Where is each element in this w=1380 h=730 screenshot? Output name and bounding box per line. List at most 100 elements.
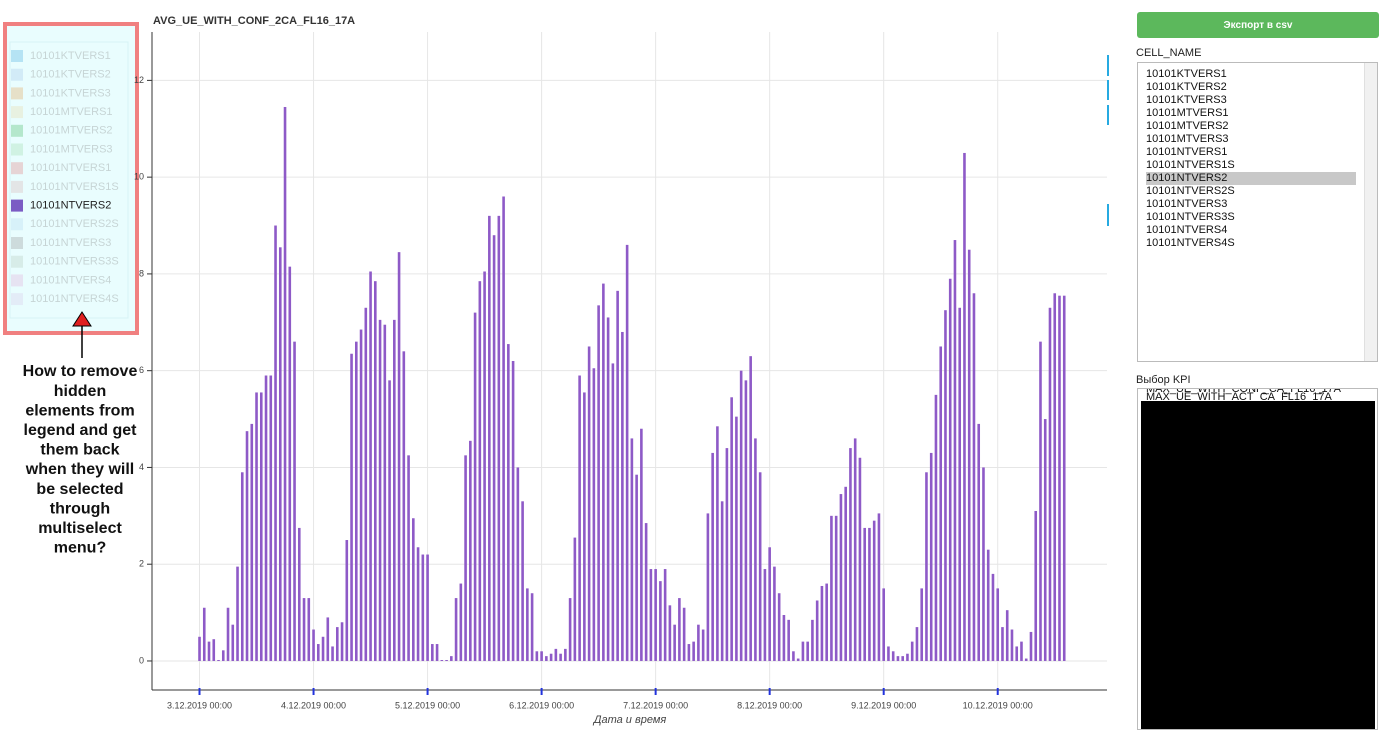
legend-item[interactable]: 10101MTVERS1 [11, 106, 113, 119]
bar [953, 240, 957, 661]
cell-option[interactable]: 10101NTVERS1S [1146, 159, 1235, 171]
cell-option[interactable]: 10101MTVERS3 [1146, 133, 1229, 145]
bar [1005, 610, 1009, 661]
bar [431, 644, 434, 661]
cell-option[interactable]: 10101NTVERS1 [1146, 146, 1228, 158]
bar [777, 593, 781, 661]
kpi-option[interactable]: MAX_UE_WITH_ACT_CA_FL16_17A [1146, 391, 1332, 403]
legend-item[interactable]: 10101NTVERS1 [11, 162, 111, 175]
scrollbar[interactable] [1364, 63, 1377, 361]
cell-option[interactable]: 10101NTVERS4S [1146, 237, 1235, 249]
legend-item[interactable]: 10101NTVERS2 [11, 200, 111, 212]
y-tick-label: 0 [139, 655, 144, 665]
cell-option[interactable]: 10101NTVERS3S [1146, 211, 1235, 223]
bar [1058, 295, 1061, 661]
bar [682, 607, 686, 661]
bar [706, 513, 710, 661]
annotation-text: menu? [54, 540, 106, 557]
legend-box [3, 22, 139, 335]
legend-label: 10101NTVERS2 [30, 200, 111, 212]
bar [716, 426, 719, 661]
bar [673, 624, 676, 661]
bar [839, 494, 843, 661]
legend-item[interactable]: 10101MTVERS2 [11, 125, 113, 137]
cell-multiselect[interactable]: 10101KTVERS1 10101KTVERS2 10101KTVERS3 1010… [1137, 62, 1378, 362]
bar [412, 518, 415, 661]
legend-frame [9, 41, 129, 319]
bar [497, 215, 501, 661]
bar [1062, 295, 1066, 661]
bar [630, 438, 634, 661]
annotation-text: through [50, 500, 110, 517]
cell-option[interactable]: 10101KTVERS1 [1146, 68, 1227, 80]
bar [378, 319, 382, 661]
legend-item[interactable]: 10101NTVERS4 [11, 274, 111, 287]
legend-swatch [11, 124, 23, 137]
y-tick-label: 8 [139, 268, 144, 278]
bar [1048, 307, 1052, 661]
bar [359, 329, 363, 661]
bar [302, 598, 306, 661]
cell-option[interactable]: 10101NTVERS2 [1146, 172, 1356, 185]
legend-label: 10101KTVERS3 [30, 87, 111, 99]
cell-option[interactable]: 10101MTVERS1 [1146, 107, 1229, 119]
bar [297, 527, 301, 661]
bar [844, 486, 847, 661]
annotation-text: be selected [36, 481, 123, 498]
bar [891, 651, 895, 661]
bar [815, 600, 819, 661]
bar [806, 641, 809, 661]
cell-option[interactable]: 10101KTVERS2 [1146, 81, 1227, 93]
legend-item[interactable]: 10101NTVERS3S [11, 256, 119, 268]
annotation-text: How to remove [23, 363, 138, 380]
bar [640, 428, 643, 661]
bar [644, 523, 648, 661]
bar [549, 653, 553, 661]
bar [853, 438, 857, 661]
bar [692, 641, 695, 661]
legend-item[interactable]: 10101NTVERS3 [11, 237, 111, 249]
legend-item[interactable]: 10101MTVERS3 [11, 143, 113, 156]
bar [202, 607, 206, 661]
bar [906, 653, 909, 661]
legend-item[interactable]: 10101KTVERS2 [11, 69, 111, 81]
bar [573, 537, 577, 661]
bar [849, 448, 852, 661]
bar [991, 573, 995, 661]
cell-option[interactable]: 10101NTVERS3 [1146, 198, 1228, 210]
bar [948, 278, 952, 661]
kpi-option[interactable]: MAX_UE_WITH_CONF_CA_FL16_17A [1146, 388, 1342, 395]
bar [345, 540, 349, 661]
legend-swatch [11, 199, 23, 212]
kpi-select[interactable]: MAX_UE_WITH_CONF_CA_FL16_17A MAX_UE_WITH_… [1137, 388, 1378, 730]
bar [355, 341, 358, 661]
legend-item[interactable]: 10101NTVERS4S [11, 293, 119, 306]
bar [364, 307, 368, 661]
bar [592, 368, 596, 661]
legend-item[interactable]: 10101KTVERS3 [11, 87, 111, 100]
bar [240, 472, 244, 661]
cell-option[interactable]: 10101KTVERS3 [1146, 94, 1227, 106]
annotation-text: them back [40, 442, 119, 459]
cell-option[interactable]: 10101NTVERS2S [1146, 185, 1235, 197]
cell-option[interactable]: 10101NTVERS4 [1146, 224, 1228, 236]
legend-item[interactable]: 10101NTVERS2S [11, 218, 119, 231]
bar [464, 455, 467, 661]
bar [739, 370, 743, 661]
bar [492, 235, 496, 661]
bar [350, 353, 353, 661]
export-button[interactable]: Экспорт в csv [1137, 12, 1379, 38]
cell-option[interactable]: 10101MTVERS2 [1146, 120, 1229, 132]
bar [834, 515, 838, 661]
bar [915, 627, 919, 661]
x-tick-label: 7.12.2019 00:00 [623, 700, 688, 710]
bar [1043, 419, 1047, 661]
bar [877, 513, 881, 661]
bar [335, 627, 339, 661]
legend-item[interactable]: 10101NTVERS1S [11, 181, 119, 193]
bar [478, 281, 482, 661]
bar [654, 569, 657, 661]
legend-swatch [11, 162, 23, 175]
legend-item[interactable]: 10101KTVERS1 [11, 50, 111, 62]
bar [986, 549, 990, 661]
